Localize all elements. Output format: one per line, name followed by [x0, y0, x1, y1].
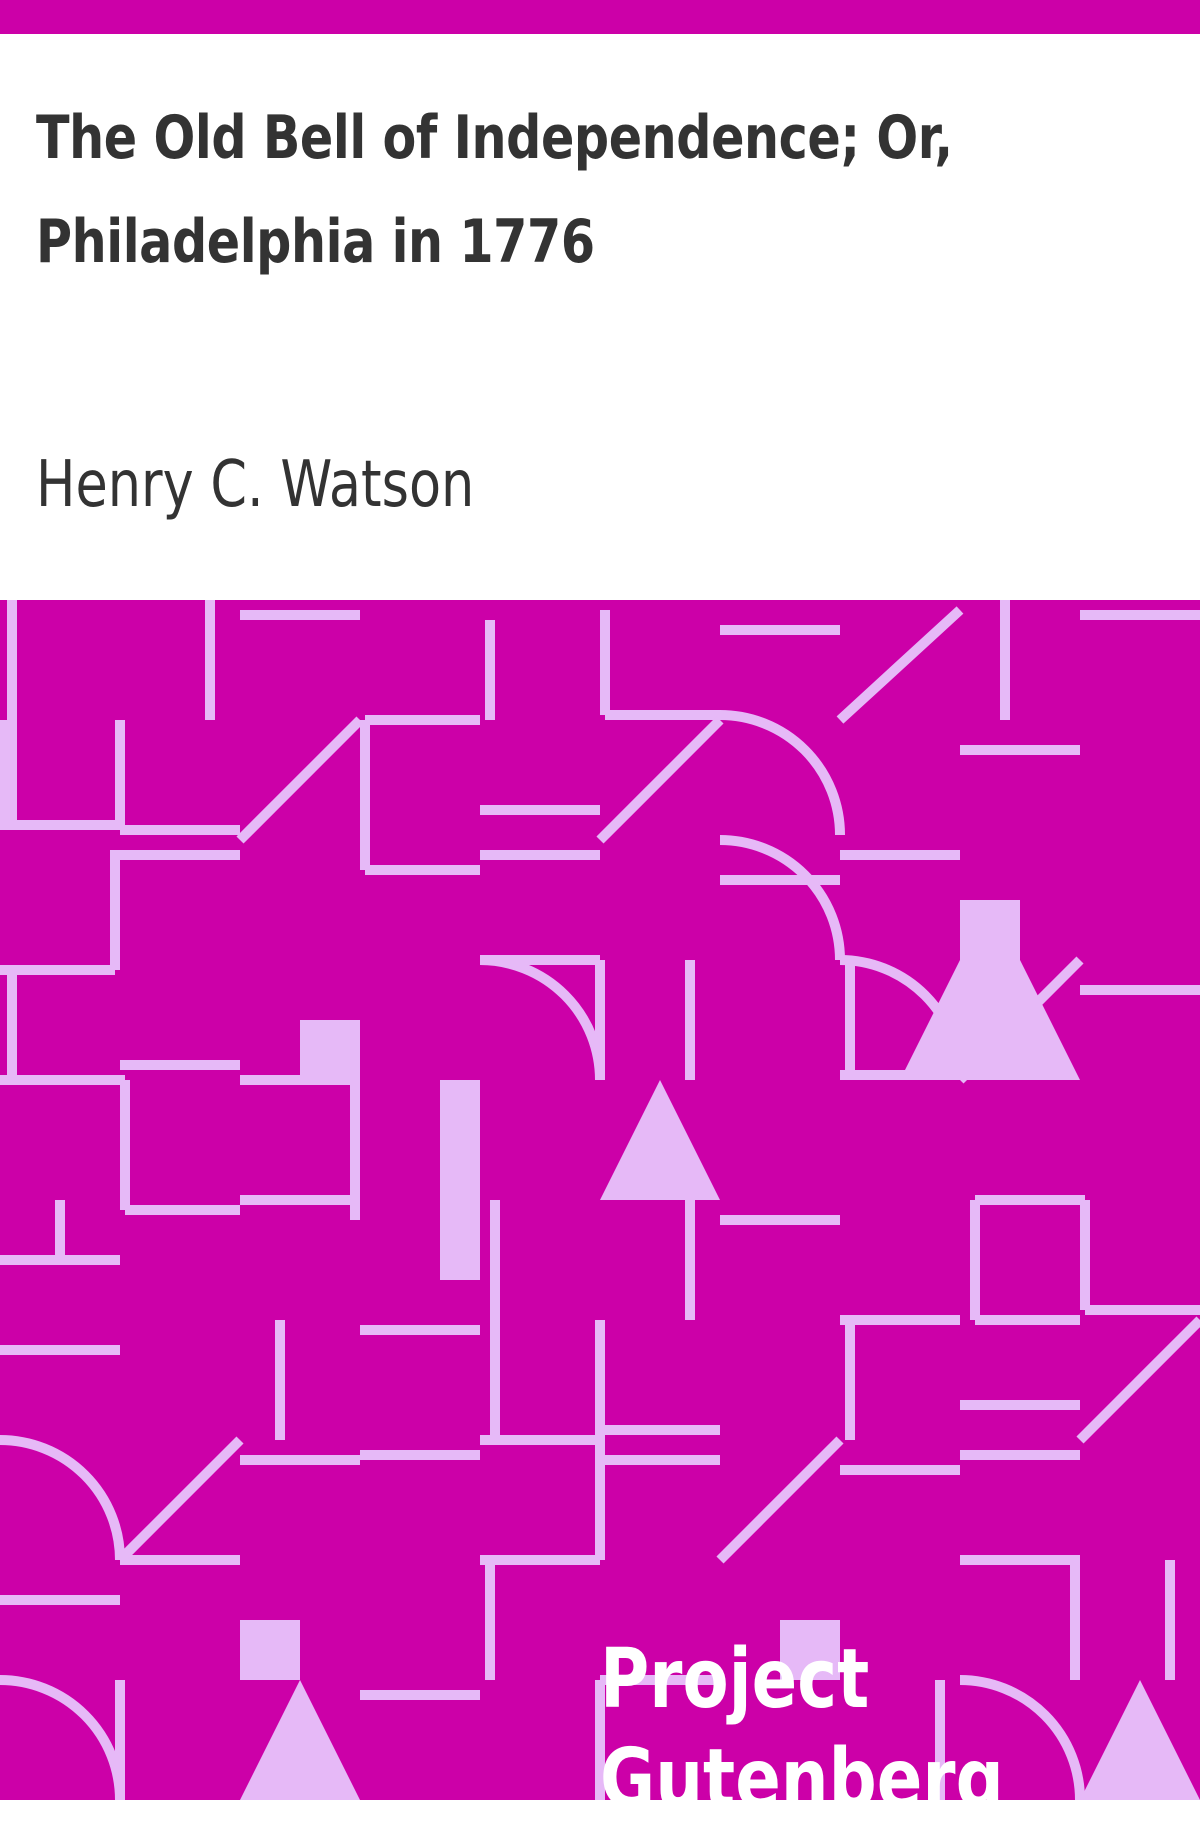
publisher-name: Project Gutenberg — [600, 1632, 1004, 1827]
book-author: Henry C. Watson — [36, 448, 475, 522]
book-title: The Old Bell of Independence; Or, Philad… — [36, 103, 953, 277]
decorative-pattern-graphic — [0, 600, 1200, 1800]
top-accent-bar — [0, 0, 1200, 34]
cover-pattern — [0, 600, 1200, 1800]
